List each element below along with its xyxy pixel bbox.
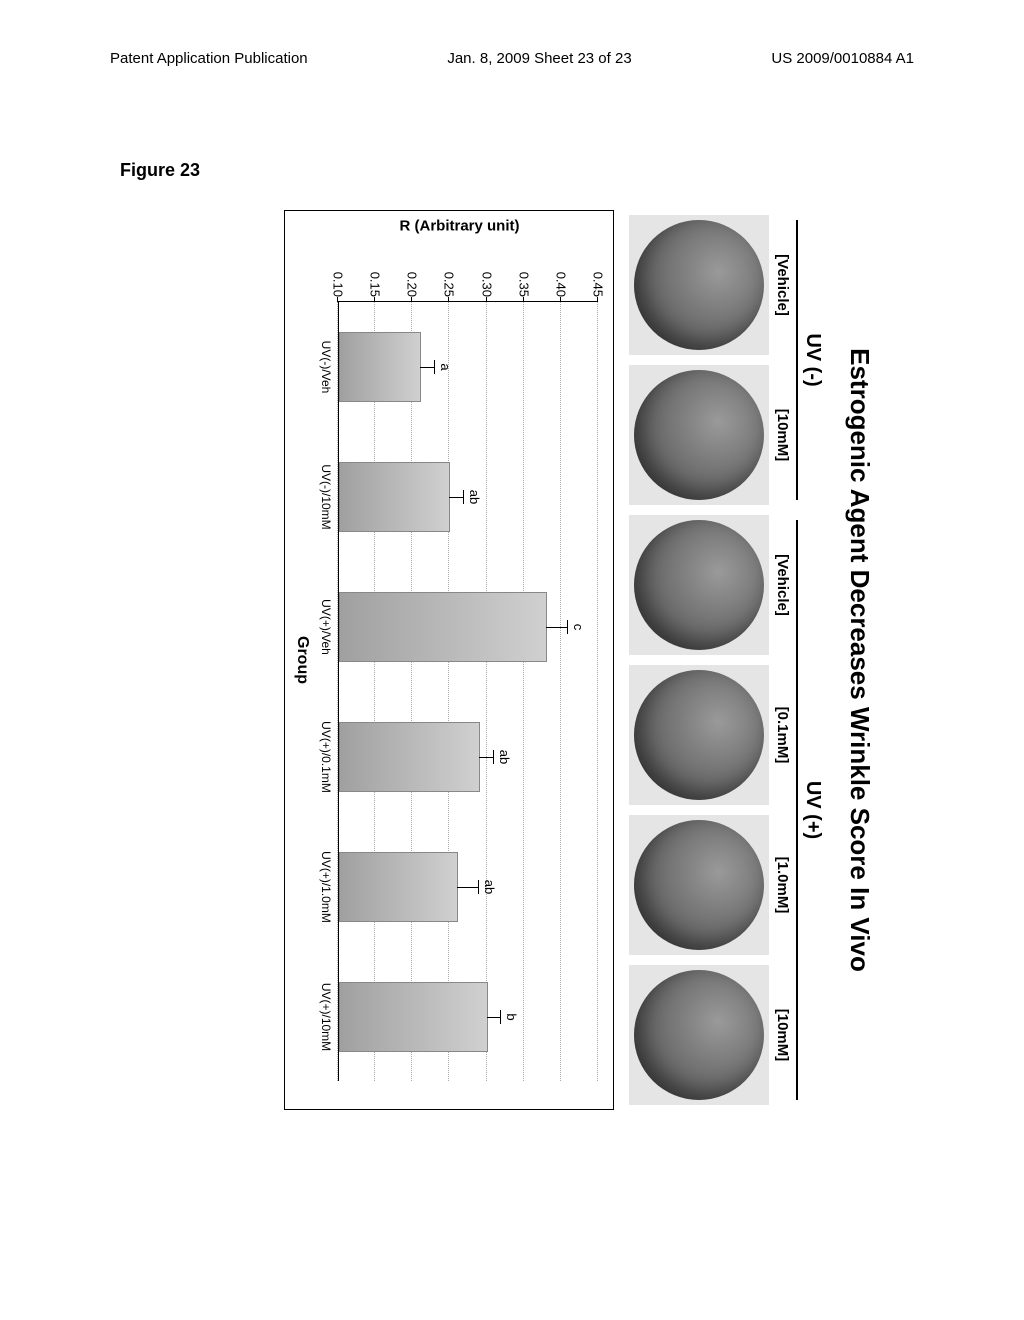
uv-minus-label: UV (-) [796, 220, 824, 500]
gridline [486, 302, 487, 1081]
skin-replica-image [629, 965, 769, 1105]
skin-replica-image [629, 815, 769, 955]
x-tick-label: UV(+)/0.1mM [319, 721, 333, 793]
gridline [448, 302, 449, 1081]
x-tick-label: UV(+)/10mM [319, 983, 333, 1051]
y-tick-label: 0.45 [591, 247, 606, 297]
skin-replica-image [629, 365, 769, 505]
error-cap [434, 360, 435, 374]
skin-replica-image [629, 215, 769, 355]
y-tick-mark [597, 297, 598, 302]
x-tick-label: UV(-)/Veh [319, 341, 333, 394]
y-tick-mark [337, 297, 338, 302]
significance-label: a [438, 363, 453, 370]
x-tick-label: UV(+)/Veh [319, 599, 333, 655]
y-tick-mark [411, 297, 412, 302]
gridline [597, 302, 598, 1081]
plot-area: 0.100.150.200.250.300.350.400.45aUV(-)/V… [338, 301, 598, 1081]
image-groups: UV (-) [Vehicle] [10mM] UV (+) [Ve [629, 210, 824, 1110]
y-tick-label: 0.15 [368, 247, 383, 297]
significance-label: c [571, 624, 586, 631]
cell-label: [0.1mM] [774, 660, 791, 810]
uv-plus-label: UV (+) [796, 520, 824, 1100]
y-axis-label: R (Arbitrary unit) [400, 218, 520, 235]
gridline [523, 302, 524, 1081]
bar [339, 982, 488, 1052]
y-tick-mark [486, 297, 487, 302]
cell-label: [10mM] [774, 360, 791, 510]
error-cap [463, 490, 464, 504]
cell-label: [Vehicle] [774, 510, 791, 660]
y-tick-label: 0.25 [442, 247, 457, 297]
x-axis-label: Group [293, 636, 311, 684]
error-bar [449, 497, 464, 498]
y-tick-label: 0.30 [479, 247, 494, 297]
bar [339, 722, 480, 792]
error-bar [479, 757, 494, 758]
significance-label: ab [497, 750, 512, 764]
page-header: Patent Application Publication Jan. 8, 2… [0, 0, 1024, 77]
y-tick-label: 0.40 [553, 247, 568, 297]
gridline [337, 302, 338, 1081]
error-bar [457, 887, 479, 888]
header-patent-number: US 2009/0010884 A1 [771, 50, 914, 67]
gridline [374, 302, 375, 1081]
header-date-sheet: Jan. 8, 2009 Sheet 23 of 23 [447, 50, 631, 67]
error-cap [478, 880, 479, 894]
y-tick-label: 0.35 [516, 247, 531, 297]
header-publication: Patent Application Publication [110, 50, 308, 67]
skin-replica-image [629, 515, 769, 655]
figure-label: Figure 23 [120, 160, 200, 181]
y-tick-mark [374, 297, 375, 302]
y-tick-label: 0.20 [405, 247, 420, 297]
gridline [411, 302, 412, 1081]
skin-replica-image [629, 665, 769, 805]
bar [339, 592, 547, 662]
error-cap [493, 750, 494, 764]
significance-label: ab [467, 490, 482, 504]
y-tick-label: 0.10 [331, 247, 346, 297]
cell-label: [1.0mM] [774, 810, 791, 960]
gridline [560, 302, 561, 1081]
bar [339, 852, 458, 922]
y-tick-mark [560, 297, 561, 302]
cell-label: [10mM] [774, 960, 791, 1110]
bar [339, 332, 421, 402]
significance-label: ab [482, 880, 497, 894]
error-cap [567, 620, 568, 634]
error-bar [420, 367, 435, 368]
y-tick-mark [523, 297, 524, 302]
error-cap [500, 1010, 501, 1024]
figure-container: Estrogenic Agent Decreases Wrinkle Score… [65, 330, 1024, 990]
error-bar [546, 627, 568, 628]
y-tick-mark [448, 297, 449, 302]
x-tick-label: UV(-)/10mM [319, 464, 333, 529]
error-bar [487, 1017, 502, 1018]
x-tick-label: UV(+)/1.0mM [319, 851, 333, 923]
figure-title: Estrogenic Agent Decreases Wrinkle Score… [844, 180, 875, 1140]
cell-label: [Vehicle] [774, 210, 791, 360]
bar [339, 462, 450, 532]
bar-chart: R (Arbitrary unit) 0.100.150.200.250.300… [284, 210, 614, 1110]
significance-label: b [504, 1013, 519, 1020]
